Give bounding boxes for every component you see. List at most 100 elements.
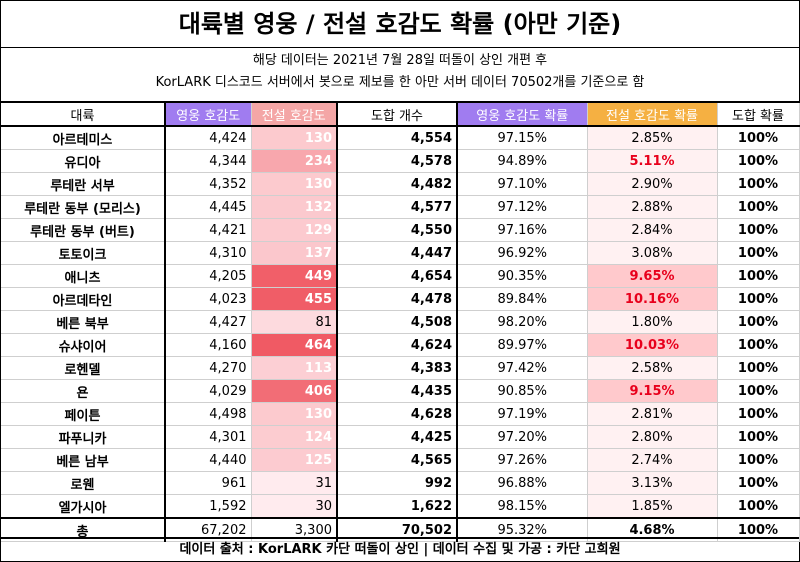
subtitle: 해당 데이터는 2021년 7월 28일 떠돌이 상인 개편 후 KorLARK… [1,48,799,103]
cell-total-prob: 100% [717,241,800,265]
cell-hero-count: 4,427 [165,310,252,334]
cell-legend-count: 113 [251,356,338,380]
cell-legend-prob: 2.74% [587,448,718,472]
cell-region: 아르데타인 [1,287,166,311]
cell-hero-prob: 89.84% [457,287,588,311]
cell-total-count: 4,478 [337,287,458,311]
header-row: 대륙 영웅 호감도 전설 호감도 도합 개수 영웅 호감도 확률 전설 호감도 … [1,103,800,127]
cell-total-prob: 100% [717,149,800,173]
cell-hero-prob: 94.89% [457,149,588,173]
cell-hero-prob: 97.20% [457,425,588,449]
table-row: 슈샤이어 4,160 464 4,624 89.97% 10.03% 100% [1,333,800,357]
cell-legend-prob: 2.58% [587,356,718,380]
cell-legend-prob: 2.90% [587,172,718,196]
cell-legend-count: 124 [251,425,338,449]
table-row: 루테란 동부 (버트) 4,421 129 4,550 97.16% 2.84% 100% [1,218,800,242]
cell-region: 엘가시아 [1,494,166,519]
cell-hero-prob: 97.26% [457,448,588,472]
cell-hero-count: 4,205 [165,264,252,288]
cell-total-prob: 100% [717,218,800,242]
cell-region: 파푸니카 [1,425,166,449]
cell-hero-prob: 90.85% [457,379,588,403]
cell-region: 토토이크 [1,241,166,265]
cell-region: 애니츠 [1,264,166,288]
cell-legend-count: 130 [251,402,338,426]
cell-hero-prob: 97.16% [457,218,588,242]
cell-total-count: 4,554 [337,126,458,150]
cell-total-count: 4,482 [337,172,458,196]
table-row: 루테란 동부 (모리스) 4,445 132 4,577 97.12% 2.88% 100% [1,195,800,219]
cell-total-count: 4,624 [337,333,458,357]
cell-total-prob: 100% [717,310,800,334]
cell-total-count: 4,578 [337,149,458,173]
table-row: 루테란 서부 4,352 130 4,482 97.10% 2.90% 100% [1,172,800,196]
cell-region: 베른 남부 [1,448,166,472]
cell-total-prob: 100% [717,356,800,380]
cell-hero-count: 4,445 [165,195,252,219]
cell-total-count: 4,508 [337,310,458,334]
cell-hero-count: 4,424 [165,126,252,150]
cell-hero-prob: 97.15% [457,126,588,150]
cell-hero-count: 4,301 [165,425,252,449]
cell-total-prob: 100% [717,471,800,495]
cell-region: 베른 북부 [1,310,166,334]
table-row: 파푸니카 4,301 124 4,425 97.20% 2.80% 100% [1,425,800,449]
cell-total-count: 992 [337,471,458,495]
table-row: 베른 북부 4,427 81 4,508 98.20% 1.80% 100% [1,310,800,334]
cell-legend-prob: 2.80% [587,425,718,449]
table-row: 아르테미스 4,424 130 4,554 97.15% 2.85% 100% [1,126,800,150]
cell-hero-prob: 97.12% [457,195,588,219]
table-body: 아르테미스 4,424 130 4,554 97.15% 2.85% 100% 유디아 4,34… [1,126,800,542]
cell-legend-count: 406 [251,379,338,403]
table-row: 아르데타인 4,023 455 4,478 89.84% 10.16% 100% [1,287,800,311]
cell-total-count: 4,577 [337,195,458,219]
cell-total-prob: 100% [717,264,800,288]
cell-region: 루테란 동부 (모리스) [1,195,166,219]
cell-hero-count: 4,498 [165,402,252,426]
cell-region: 루테란 서부 [1,172,166,196]
cell-legend-count: 137 [251,241,338,265]
cell-region: 슈샤이어 [1,333,166,357]
cell-legend-count: 449 [251,264,338,288]
cell-total-count: 4,654 [337,264,458,288]
header-legend-count: 전설 호감도 [251,103,338,127]
cell-legend-count: 125 [251,448,338,472]
cell-hero-count: 4,160 [165,333,252,357]
cell-total-prob: 100% [717,126,800,150]
cell-total-count: 4,383 [337,356,458,380]
cell-hero-count: 1,592 [165,494,252,519]
header-total-prob: 도합 확률 [717,103,800,127]
cell-total-count: 4,447 [337,241,458,265]
cell-hero-prob: 90.35% [457,264,588,288]
cell-region: 아르테미스 [1,126,166,150]
cell-total-count: 1,622 [337,494,458,519]
cell-legend-prob: 2.85% [587,126,718,150]
cell-total-prob: 100% [717,425,800,449]
table-row: 페이튼 4,498 130 4,628 97.19% 2.81% 100% [1,402,800,426]
cell-hero-count: 4,023 [165,287,252,311]
cell-total-prob: 100% [717,195,800,219]
cell-legend-count: 464 [251,333,338,357]
cell-legend-count: 130 [251,126,338,150]
cell-region: 로웬 [1,471,166,495]
table-row: 욘 4,029 406 4,435 90.85% 9.15% 100% [1,379,800,403]
cell-legend-prob: 10.03% [587,333,718,357]
cell-legend-prob: 5.11% [587,149,718,173]
cell-region: 페이튼 [1,402,166,426]
cell-legend-count: 455 [251,287,338,311]
cell-legend-count: 234 [251,149,338,173]
cell-hero-prob: 96.92% [457,241,588,265]
cell-hero-prob: 96.88% [457,471,588,495]
header-region: 대륙 [1,103,166,127]
cell-hero-prob: 98.20% [457,310,588,334]
cell-legend-prob: 2.84% [587,218,718,242]
cell-hero-count: 4,440 [165,448,252,472]
header-hero-prob: 영웅 호감도 확률 [457,103,588,127]
header-legend-prob: 전설 호감도 확률 [587,103,718,127]
cell-total-prob: 100% [717,494,800,519]
cell-total-prob: 100% [717,172,800,196]
cell-hero-count: 961 [165,471,252,495]
cell-legend-prob: 1.80% [587,310,718,334]
cell-legend-prob: 2.81% [587,402,718,426]
cell-legend-prob: 3.08% [587,241,718,265]
